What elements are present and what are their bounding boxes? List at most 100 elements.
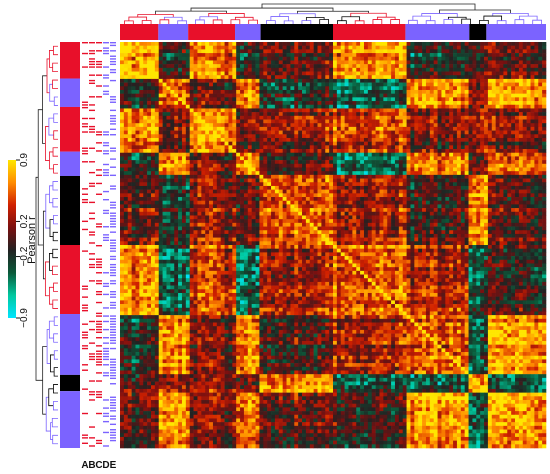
heatmap-cell (530, 137, 535, 142)
heatmap-cell (329, 93, 334, 98)
heatmap-cell (135, 93, 140, 98)
heatmap-cell (468, 89, 473, 94)
heatmap-cell (356, 141, 361, 146)
heatmap-cell (460, 137, 465, 142)
heatmap-cell (538, 126, 543, 131)
heatmap-cell (309, 115, 314, 120)
heatmap-cell (425, 130, 431, 135)
heatmap-cell (518, 141, 524, 146)
heatmap-cell (271, 152, 276, 157)
heatmap-cell (375, 145, 380, 150)
heatmap-cell (391, 160, 396, 165)
annotation-tick (96, 442, 102, 444)
heatmap-cell (170, 104, 175, 109)
heatmap-cell (383, 149, 388, 154)
heatmap-cell (247, 104, 252, 109)
heatmap-cell (185, 112, 191, 117)
heatmap-cell (286, 123, 291, 128)
heatmap-cell (429, 163, 434, 168)
heatmap-cell (487, 67, 493, 72)
annotation-tick (110, 272, 116, 274)
heatmap-cell (193, 126, 198, 131)
heatmap-cell (170, 101, 175, 106)
annotation-tick (96, 142, 102, 144)
heatmap-cell (185, 104, 191, 109)
annotation-tick (103, 131, 109, 133)
heatmap-cell (449, 53, 454, 58)
heatmap-cell (251, 86, 256, 91)
heatmap-cell (484, 145, 489, 150)
heatmap-cell (259, 86, 264, 91)
heatmap-cell (220, 134, 225, 139)
heatmap-cell (247, 49, 252, 54)
heatmap-cell (131, 152, 136, 157)
heatmap-cell (379, 119, 384, 124)
heatmap-cell (356, 149, 361, 154)
heatmap-cell (185, 193, 191, 198)
heatmap-cell (162, 174, 167, 179)
heatmap-cell (120, 160, 125, 165)
heatmap-cell (329, 97, 334, 102)
heatmap-cell (394, 112, 400, 117)
heatmap-cell (515, 75, 520, 80)
heatmap-cell (139, 89, 144, 94)
heatmap-cell (282, 123, 287, 128)
heatmap-cell (394, 126, 400, 131)
heatmap-cell (414, 60, 419, 65)
heatmap-cell (437, 78, 442, 83)
heatmap-cell (325, 145, 330, 150)
heatmap-cell (507, 60, 512, 65)
heatmap-cell (356, 152, 361, 157)
heatmap-cell (290, 171, 295, 176)
heatmap-cell (224, 115, 229, 120)
heatmap-cell (329, 167, 334, 172)
heatmap-cell (464, 171, 469, 176)
heatmap-cell (127, 182, 132, 187)
heatmap-cell (379, 171, 384, 176)
heatmap-cell (120, 108, 125, 113)
heatmap-cell (526, 101, 531, 106)
heatmap-cell (224, 163, 229, 168)
heatmap-cell (251, 104, 256, 109)
heatmap-cell (360, 193, 365, 198)
heatmap-cell (410, 82, 415, 87)
heatmap-cell (534, 160, 539, 165)
heatmap-cell (224, 82, 229, 87)
annotation-tick (110, 274, 116, 277)
heatmap-cell (387, 93, 392, 98)
heatmap-cell (476, 108, 481, 113)
heatmap-cell (216, 130, 221, 135)
heatmap-cell (402, 53, 407, 58)
heatmap-cell (298, 123, 303, 128)
heatmap-cell (449, 78, 454, 83)
heatmap-cell (468, 149, 473, 154)
heatmap-cell (484, 171, 489, 176)
heatmap-cell (340, 119, 345, 124)
heatmap-cell (158, 71, 163, 76)
heatmap-cell (174, 193, 179, 198)
heatmap-cell (511, 182, 516, 187)
heatmap-cell (317, 64, 322, 69)
heatmap-cell (445, 93, 450, 98)
heatmap-cell (189, 182, 194, 187)
heatmap-cell (387, 141, 392, 146)
heatmap-cell (511, 152, 516, 157)
annotation-tick (82, 437, 88, 439)
heatmap-cell (181, 56, 187, 61)
heatmap-cell (406, 152, 411, 157)
heatmap-cell (263, 97, 268, 102)
heatmap-cell (503, 119, 508, 124)
heatmap-cell (476, 189, 481, 194)
heatmap-cell (321, 156, 326, 161)
annotation-tick (89, 320, 95, 323)
heatmap-cell (255, 108, 260, 113)
heatmap-cell (201, 163, 206, 168)
heatmap-cell (228, 67, 233, 72)
heatmap-cell (224, 89, 229, 94)
heatmap-cell (174, 134, 179, 139)
heatmap-cell (178, 64, 183, 69)
heatmap-cell (538, 60, 543, 65)
heatmap-cell (530, 101, 535, 106)
heatmap-cell (542, 104, 547, 109)
heatmap-cell (387, 160, 392, 165)
